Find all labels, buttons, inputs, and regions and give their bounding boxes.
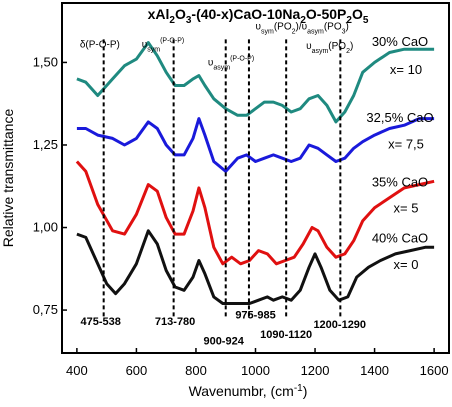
series-line-3 xyxy=(75,160,435,266)
band-label-5: υasym(PO2) xyxy=(306,41,353,55)
y-tick-label-2: 1,00 xyxy=(33,220,58,235)
series-label-2: 32,5% CaO xyxy=(366,110,433,125)
x-tick-label-6: 1400 xyxy=(360,363,389,378)
x-tick-label-7: 1600 xyxy=(420,363,449,378)
x-tick-label-3: 800 xyxy=(185,363,207,378)
range-label-1: 475-538 xyxy=(81,316,121,328)
band-label-3: υasym(P-O-P) xyxy=(208,56,254,72)
series-label-x-3: x= 5 xyxy=(394,201,419,216)
y-tick-label-3: 1,25 xyxy=(33,137,58,152)
series-label-4: 40% CaO xyxy=(372,230,428,245)
series-label-x-4: x= 0 xyxy=(394,257,419,272)
range-label-6: 1200-1290 xyxy=(313,319,366,331)
series-label-x-2: x= 7,5 xyxy=(388,136,424,151)
band-label-4: υsym(PO2)/υasym(PO3) xyxy=(256,21,349,35)
range-label-4: 975-985 xyxy=(235,309,275,321)
band-label-2: υsym(P-O-P) xyxy=(142,38,184,54)
x-tick-label-4: 1000 xyxy=(241,363,270,378)
series-label-1: 30% CaO xyxy=(372,34,428,49)
band-label-1: δ(P-O-P) xyxy=(80,40,120,51)
y-tick-label-4: 1,50 xyxy=(33,54,58,69)
x-axis-label: Wavenumbr, (cm-1) xyxy=(189,383,308,399)
chart-title: xAl2O3-(40-x)CaO-10Na2O-50P2O5 xyxy=(148,6,369,26)
x-tick-label-1: 400 xyxy=(66,363,88,378)
x-tick-label-5: 1200 xyxy=(301,363,330,378)
y-axis-label: Relative transmittance xyxy=(0,109,16,248)
y-tick-label-1: 0,75 xyxy=(33,302,58,317)
range-label-3: 900-924 xyxy=(203,336,244,348)
series-label-3: 35% CaO xyxy=(372,174,428,189)
series-line-1 xyxy=(76,41,435,124)
range-label-2: 713-780 xyxy=(155,316,195,328)
series-line-2 xyxy=(76,117,435,173)
x-tick-label-2: 600 xyxy=(126,363,148,378)
series-label-x-1: x= 10 xyxy=(390,62,422,77)
series-line-4 xyxy=(76,229,435,305)
range-label-5: 1090-1120 xyxy=(260,329,312,341)
